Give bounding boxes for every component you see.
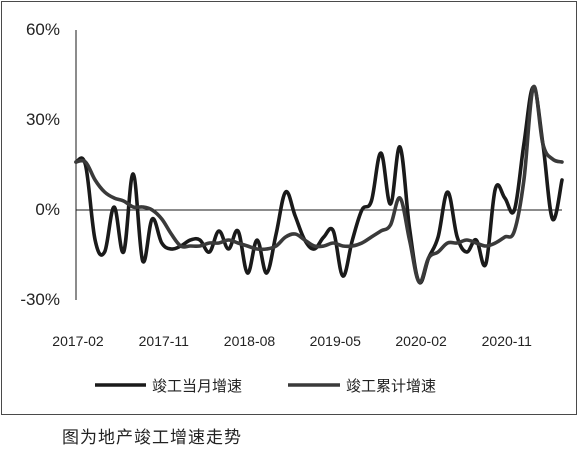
series-monthly-completion-growth-line	[74, 85, 564, 285]
x-tick-label-2018-08: 2018-08	[224, 333, 276, 349]
legend-label-monthly: 竣工当月增速	[152, 377, 242, 395]
legend: 竣工当月增速 竣工累计增速	[95, 377, 436, 395]
x-tick-label-2017-02: 2017-02	[52, 333, 104, 349]
series-layer	[74, 85, 564, 285]
x-tick-label-2019-05: 2019-05	[310, 333, 362, 349]
y-tick-label-zero: 0%	[35, 200, 60, 219]
series-cumulative-completion-growth-line	[74, 85, 564, 284]
y-tick-label-upper: 30%	[26, 110, 60, 129]
legend-label-cumulative: 竣工累计增速	[346, 377, 436, 395]
x-tick-label-2020-11: 2020-11	[482, 333, 533, 349]
x-tick-label-2017-11: 2017-11	[139, 333, 190, 349]
figure-caption: 图为地产竣工增速走势	[62, 428, 242, 448]
x-tick-label-2020-02: 2020-02	[395, 333, 447, 349]
y-tick-label-bottom: -30%	[20, 290, 60, 309]
chart-border	[1, 1, 577, 415]
y-tick-label-top: 60%	[26, 20, 60, 39]
x-axis-labels: 2017-02 2017-11 2018-08 2019-05 2020-02 …	[52, 333, 532, 349]
y-axis-labels: 60% 30% 0% -30%	[20, 20, 60, 309]
